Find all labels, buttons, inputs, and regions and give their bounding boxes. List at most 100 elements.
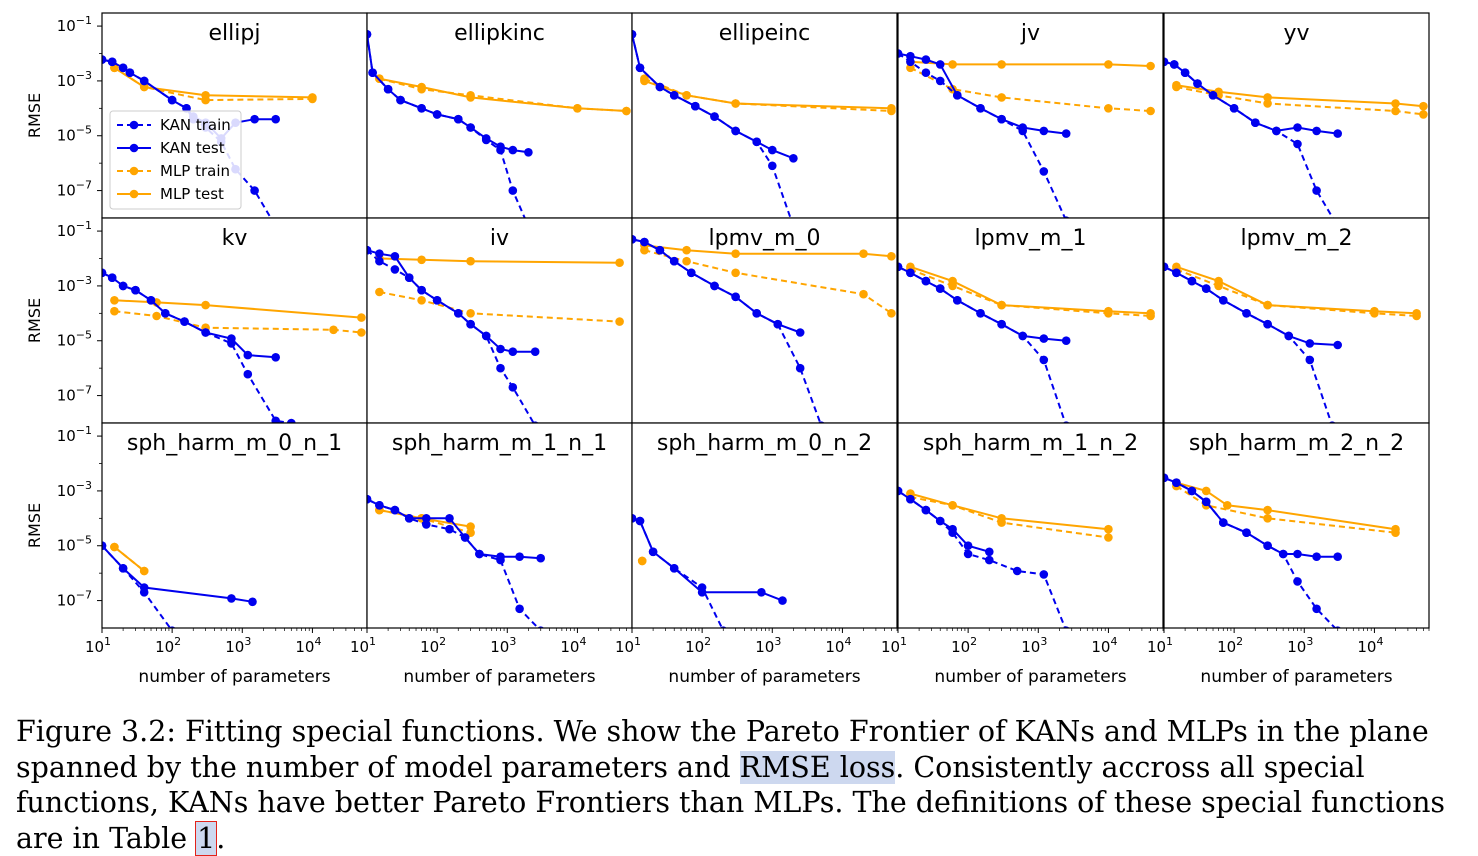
series-kan-test-point [146, 296, 156, 305]
series-kan-test-point [454, 309, 463, 318]
series-kan-test-point [640, 237, 649, 247]
series-kan-test-point [976, 104, 985, 113]
series-kan-test-point [271, 114, 281, 124]
series-kan-test-point [1201, 497, 1211, 507]
series-mlp-test-point [1172, 262, 1181, 272]
series-kan-test-point [432, 296, 442, 305]
series-kan-test-point [691, 101, 700, 111]
x-tick-label: 102 [1217, 635, 1243, 656]
caption-highlight: RMSE loss [739, 750, 896, 784]
data-layer [632, 514, 787, 628]
series-mlp-train-point [110, 306, 119, 316]
x-tick-label: 102 [951, 635, 977, 656]
series-kan-test-point [1061, 336, 1071, 346]
series-kan-test-point [1169, 60, 1179, 69]
series-mlp-test-point [1172, 80, 1181, 90]
panel-title: sph_harm_m_1_n_2 [923, 431, 1138, 456]
series-kan-test-point [655, 245, 665, 255]
panel-title: sph_harm_m_0_n_2 [657, 431, 872, 456]
x-axis-label: number of parameters [668, 667, 860, 687]
series-kan-test-point [921, 505, 931, 515]
x-tick-label: 104 [560, 635, 586, 656]
series-kan-test-point [985, 547, 994, 557]
series-mlp-test-point [887, 104, 896, 113]
panel-sph-harm-m-2-n-2: sph_harm_m_2_n_2 101 102 103 104 number of pa… [1147, 422, 1430, 687]
series-kan-test-line [898, 52, 1067, 135]
panel-sph-harm-m-1-n-1: sph_harm_m_1_n_1 101 102 103 104 number of pa… [350, 422, 633, 687]
series-kan-test-point [752, 309, 761, 318]
series-kan-test-point [125, 68, 135, 77]
panel-title: lpmv_m_2 [1241, 226, 1353, 251]
series-mlp-test-point [1263, 300, 1272, 310]
series-kan-test-point [632, 235, 637, 244]
series-kan-test-point [655, 82, 665, 92]
series-kan-train-point [496, 363, 505, 373]
x-tick-label: 103 [490, 635, 516, 656]
series-mlp-test-point [948, 60, 957, 69]
series-kan-test-point [997, 319, 1006, 329]
series-kan-test-point [271, 353, 281, 362]
panel-title: ellipj [209, 21, 261, 46]
series-kan-test-point [1333, 129, 1342, 138]
series-mlp-train-point [1263, 99, 1272, 108]
series-mlp-test-point [622, 106, 631, 116]
series-kan-test-point [953, 296, 962, 305]
x-tick-label: 101 [85, 635, 111, 656]
series-mlp-train-point [417, 296, 426, 305]
table-reference-link[interactable]: 1 [195, 820, 218, 856]
series-mlp-train-point [1391, 106, 1400, 116]
plot-area [898, 423, 1163, 628]
y-axis-label: RMSE [25, 298, 44, 343]
caption-text-1: Fitting special functions. We show the P… [16, 715, 1429, 784]
series-kan-test-point [752, 137, 761, 147]
series-mlp-train-line [1175, 485, 1396, 534]
y-tick-label: 10−5 [57, 329, 92, 350]
series-kan-test-point [963, 541, 973, 550]
series-kan-test-point [906, 494, 915, 504]
series-mlp-test-point [640, 76, 649, 86]
series-mlp-test-point [1419, 101, 1428, 111]
series-kan-test-point [687, 268, 696, 278]
series-kan-test-point [445, 514, 454, 523]
legend-swatch-marker [129, 143, 139, 153]
series-mlp-train-point [1104, 104, 1113, 113]
series-mlp-test-point [859, 249, 868, 258]
series-kan-test-point [1172, 268, 1181, 278]
series-kan-test-point [367, 494, 372, 504]
series-kan-test-point [778, 596, 787, 605]
series-kan-test-point [102, 55, 107, 64]
series-kan-train-point [1039, 570, 1049, 579]
series-kan-test-point [1039, 334, 1049, 343]
series-kan-test-point [1187, 486, 1197, 496]
series-kan-test-point [906, 51, 915, 61]
series-mlp-test-point [139, 82, 149, 92]
series-mlp-test-point [466, 522, 475, 531]
series-kan-test-point [383, 84, 393, 94]
series-kan-test-point [475, 549, 484, 559]
y-tick-label: 10−3 [57, 479, 92, 500]
series-mlp-train-point [1419, 110, 1428, 119]
series-kan-train-point [287, 418, 296, 423]
data-layer [367, 245, 624, 423]
series-mlp-test-point [466, 93, 475, 102]
series-mlp-train-point [329, 325, 338, 335]
series-mlp-train-line [910, 268, 1151, 317]
series-kan-test-point [1284, 331, 1293, 341]
panel-iv: iv [366, 217, 633, 424]
series-kan-test-point [1333, 552, 1342, 561]
y-tick-label: 10−1 [57, 14, 92, 35]
series-kan-test-point [368, 68, 377, 77]
series-kan-test-point [417, 285, 426, 295]
panel-lpmv-m-1: lpmv_m_1 [897, 217, 1164, 424]
series-kan-test-point [367, 30, 372, 39]
data-layer [632, 30, 896, 218]
series-kan-test-point [1201, 284, 1211, 293]
series-mlp-test-point [110, 296, 119, 305]
series-kan-train-point [508, 383, 518, 392]
series-mlp-train-point [859, 289, 868, 299]
series-kan-test-point [367, 245, 372, 255]
series-kan-test-point [481, 134, 491, 143]
series-kan-test-point [102, 541, 107, 550]
series-kan-train-point [508, 186, 518, 195]
series-kan-train-point [271, 416, 280, 423]
